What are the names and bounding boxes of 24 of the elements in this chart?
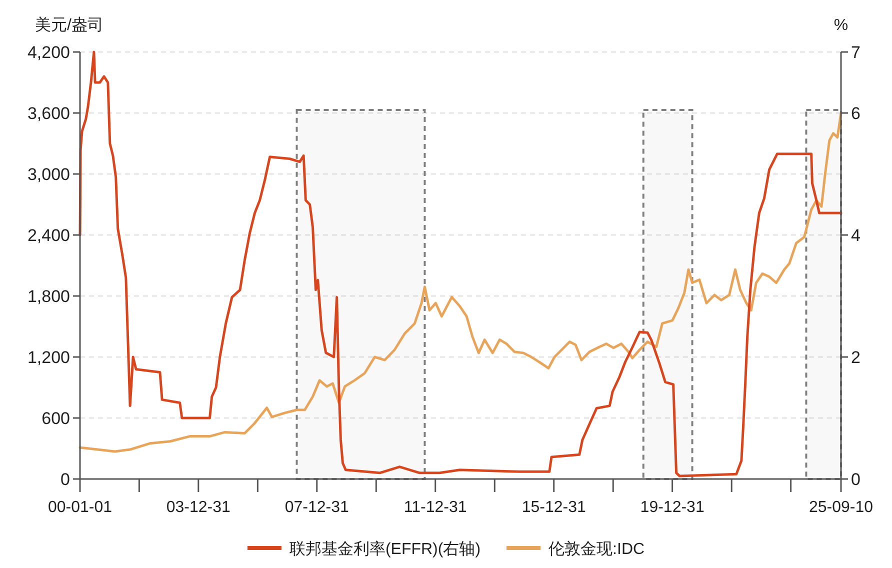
legend-label: 联邦基金利率(EFFR)(右轴) [289, 540, 481, 558]
x-tick-label: 11-12-31 [404, 499, 467, 516]
y-axis-title: 美元/盎司 [35, 16, 104, 34]
y2-tick-label: 2 [851, 348, 860, 367]
y-tick-label: 1,800 [27, 287, 70, 306]
y2-tick-label: 0 [851, 470, 860, 489]
y-tick-label: 1,200 [27, 348, 70, 367]
y2-tick-label: 7 [851, 43, 860, 62]
x-tick-label: 00-01-01 [48, 499, 112, 516]
y-tick-label: 3,600 [27, 104, 70, 123]
y2-axis-title: % [834, 17, 848, 34]
y-tick-label: 2,400 [27, 226, 70, 245]
x-tick-label: 25-09-10 [808, 499, 874, 516]
x-tick-label: 15-12-31 [522, 499, 586, 516]
y2-tick-label: 4 [851, 226, 860, 245]
x-tick-label: 19-12-31 [640, 499, 704, 516]
y-tick-label: 4,200 [27, 43, 70, 62]
x-tick-label: 07-12-31 [284, 499, 350, 516]
y-tick-label: 600 [42, 409, 70, 428]
x-tick-label: 03-12-31 [166, 499, 231, 516]
y2-tick-label: 6 [851, 104, 860, 123]
legend-label: 伦敦金现:IDC [548, 540, 645, 558]
y-tick-label: 3,000 [27, 165, 70, 184]
y-tick-label: 0 [60, 470, 70, 489]
